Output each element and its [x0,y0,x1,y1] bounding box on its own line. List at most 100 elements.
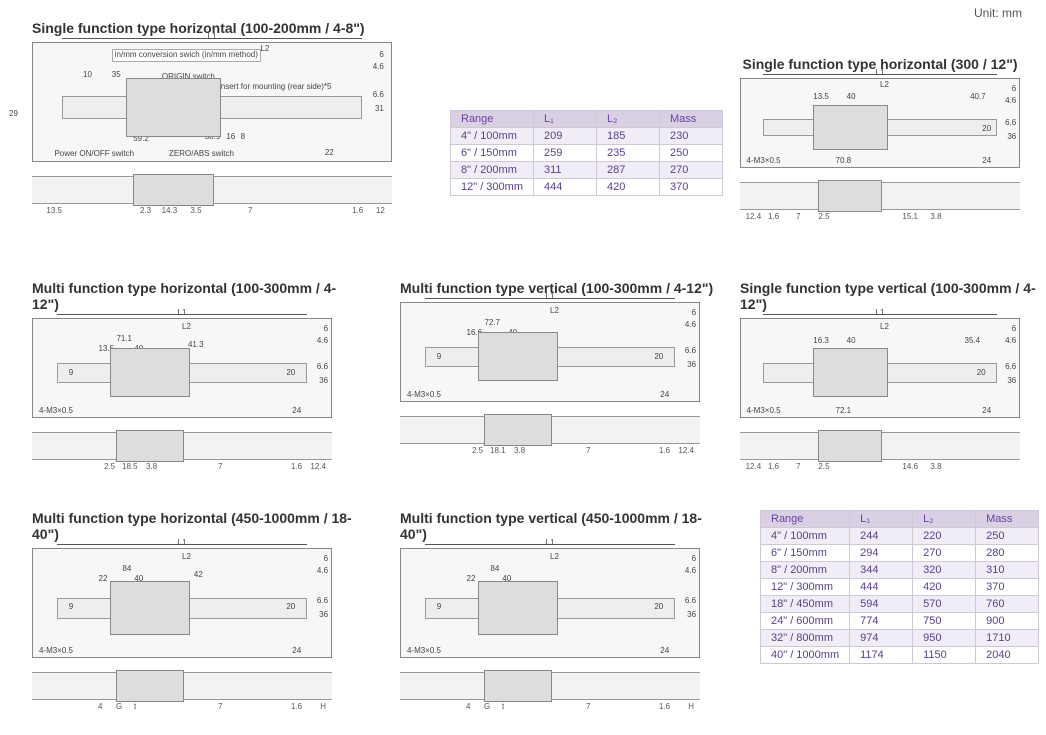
callout-tapped: Tapped insert for mounting (rear side)*5 [191,83,332,92]
dmhs-t1: 13.5 [99,345,115,353]
dmhs-r4: 20 [286,369,295,377]
dmhs-r1: 4.6 [317,337,328,345]
dmvs-s5: 12.4 [678,446,694,455]
dmvl-b: 24 [660,647,669,655]
dmvl-s5: H [688,702,694,711]
t2-r6c3: 1710 [976,630,1039,647]
sd-5: 1.6 [352,206,363,215]
dmhs-r2: 6.6 [317,363,328,371]
t2-r0c3: 250 [976,528,1039,545]
t2-r1c0: 6" / 150mm [761,545,850,562]
d300-L2: L2 [880,81,889,89]
t2-r7c1: 1174 [850,647,913,664]
dsvs-b0: 72.1 [836,407,852,415]
t2-r2c0: 8" / 200mm [761,562,850,579]
dmhl-s5: H [320,702,326,711]
dmvs-t2: 40 [508,329,517,337]
dim-29: 29 [9,110,18,118]
dmhl-s4: 1.6 [291,702,302,711]
t1-r2c3: 270 [660,162,723,179]
dsvs-s0: 12.4 [746,462,762,471]
dmvl-r0: 6 [692,555,696,563]
t1-h2: L₂ [597,111,660,128]
t1-h1: L₁ [534,111,597,128]
callout-m3: 2-M3×0.5 [176,93,210,102]
dmhs-s0: 2.5 [104,462,115,471]
dim-59: 59.2 [133,135,149,143]
dmhl-r0: 6 [324,555,328,563]
t1-r0c1: 209 [534,128,597,145]
sideview-sf-h-300: 12.4 1.6 7 2.5 15.1 3.8 [740,182,1020,210]
t2-r4c0: 18" / 450mm [761,596,850,613]
t2-r5c0: 24" / 600mm [761,613,850,630]
sd-2: 14.3 [162,206,178,215]
dmhs-m3: 4-M3×0.5 [39,407,73,415]
dmvs-t0: 72.7 [484,319,500,327]
dmvl-L1: L1 [546,539,555,547]
dmvs-s0: 2.5 [472,446,483,455]
d300-s3: 2.5 [818,212,829,221]
d300-s0: 12.4 [746,212,762,221]
diagram-mf-h-large: L1 L2 84 22 40 42 6 4.6 6.6 36 20 9 24 4… [32,548,332,658]
dmvl-s0: 4 [466,702,470,711]
diagram-mf-h-small: L1 L2 71.1 13.5 40 41.3 6 4.6 6.6 36 20 … [32,318,332,418]
dmhs-s4: 1.6 [291,462,302,471]
dmvl-r5: 9 [437,603,441,611]
t2-h2: L₂ [913,511,976,528]
dmhs-t2: 40 [134,345,143,353]
sd-1: 2.3 [140,206,151,215]
t2-r2c1: 344 [850,562,913,579]
dmvs-r3: 36 [687,361,696,369]
dmvs-s3: 7 [586,446,590,455]
sideview-mf-v-large: 4 G t 7 1.6 H [400,672,700,700]
t2-r2c2: 320 [913,562,976,579]
t2-r7c0: 40" / 1000mm [761,647,850,664]
dmvl-r4: 20 [654,603,663,611]
d300-r3: 36 [1007,133,1016,141]
t2-r3c3: 370 [976,579,1039,596]
dmhs-s1: 18.5 [122,462,138,471]
d300-s2: 7 [796,212,800,221]
dsvs-m3: 4-M3×0.5 [747,407,781,415]
t2-r0c1: 244 [850,528,913,545]
sd-3: 3.5 [190,206,201,215]
dmvs-r2: 6.6 [685,347,696,355]
t1-r3c2: 420 [597,179,660,196]
diagram-sf-h-300: L1 L2 13.5 40 40.7 6 4.6 6.6 36 20 70.8 … [740,78,1020,168]
dmhl-rt: 42 [194,571,203,579]
spec-table-2: Range L₁ L₂ Mass 4" / 100mm244220250 6" … [760,510,1039,664]
sideview-mf-h-small: 2.5 18.5 3.8 7 1.6 12.4 [32,432,332,460]
dsvs-r3: 36 [1007,377,1016,385]
diagram-sf-v-small: L1 L2 16.3 40 35.4 6 4.6 6.6 36 20 72.1 … [740,318,1020,418]
sideview-mf-h-large: 4 G t 7 1.6 H [32,672,332,700]
dim-r6: 6 [379,51,383,59]
callout-origin: ORIGIN switch [162,73,215,82]
dim-10: 10 [83,71,92,79]
t2-r4c3: 760 [976,596,1039,613]
dsvs-L2: L2 [880,323,889,331]
t1-r2c1: 311 [534,162,597,179]
dsvs-s4: 14.6 [902,462,918,471]
d300-L1: L1 [876,69,885,77]
dmhl-t1: 22 [99,575,108,583]
t1-h3: Mass [660,111,723,128]
title-mf-v-large: Multi function type vertical (450-1000mm… [400,510,720,542]
dsvs-s3: 2.5 [818,462,829,471]
dmhs-t0: 71.1 [116,335,132,343]
t2-r5c2: 750 [913,613,976,630]
dsvs-rt: 35.4 [965,337,981,345]
dim-l2: L2 [260,45,269,53]
dmvl-s4: 1.6 [659,702,670,711]
t2-r6c1: 974 [850,630,913,647]
dsvs-t0: 16.3 [813,337,829,345]
dmvl-r3: 36 [687,611,696,619]
title-mf-v-small: Multi function type vertical (100-300mm … [400,280,720,296]
dmhl-L2: L2 [182,553,191,561]
dmvs-L2: L2 [550,307,559,315]
t1-r2c2: 287 [597,162,660,179]
dmhs-s3: 7 [218,462,222,471]
t1-r0c2: 185 [597,128,660,145]
d300-b0: 70.8 [836,157,852,165]
d300-s4: 15.1 [902,212,918,221]
dim-35: 35 [112,71,121,79]
